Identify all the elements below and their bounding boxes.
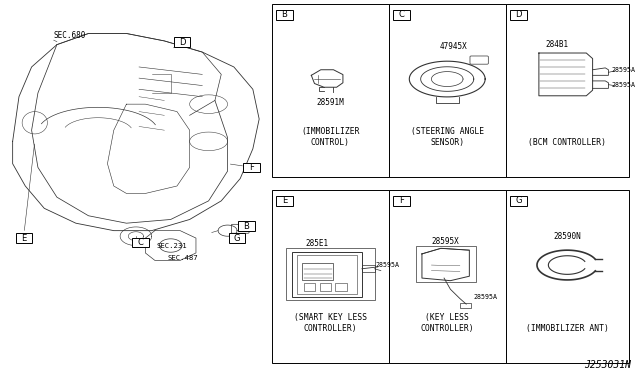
Bar xyxy=(272,4,388,177)
Text: D: D xyxy=(179,38,186,46)
Bar xyxy=(510,196,527,206)
Text: 28595A: 28595A xyxy=(376,262,400,268)
Bar xyxy=(388,4,506,177)
Bar xyxy=(286,248,374,301)
Text: J253031N: J253031N xyxy=(584,360,631,370)
Bar xyxy=(393,196,410,206)
Bar xyxy=(388,190,506,363)
Text: 28595A: 28595A xyxy=(612,67,636,73)
Text: (SMART KEY LESS
CONTROLLER): (SMART KEY LESS CONTROLLER) xyxy=(294,313,367,333)
Text: (BCM CONTROLLER): (BCM CONTROLLER) xyxy=(529,138,606,147)
Text: E: E xyxy=(21,234,27,243)
Text: C: C xyxy=(399,10,404,19)
Bar xyxy=(16,233,32,243)
Bar xyxy=(243,163,260,172)
Text: 28595A: 28595A xyxy=(474,294,498,300)
Text: C: C xyxy=(138,238,143,247)
Text: B: B xyxy=(244,222,250,231)
Text: 28595A: 28595A xyxy=(612,81,636,88)
Text: (KEY LESS
CONTROLLER): (KEY LESS CONTROLLER) xyxy=(420,313,474,333)
Text: SEC.231: SEC.231 xyxy=(157,243,188,248)
Bar xyxy=(362,265,374,272)
Text: (IMMOBILIZER ANT): (IMMOBILIZER ANT) xyxy=(526,324,609,333)
Text: F: F xyxy=(399,196,404,205)
Bar xyxy=(292,252,362,297)
Bar xyxy=(132,238,148,247)
Text: B: B xyxy=(282,10,287,19)
Text: D: D xyxy=(515,10,522,19)
Bar xyxy=(335,283,347,291)
Bar xyxy=(174,37,190,47)
Text: G: G xyxy=(234,234,240,243)
Bar xyxy=(460,303,471,308)
Bar xyxy=(506,4,629,177)
Bar xyxy=(319,283,331,291)
Text: 47945X: 47945X xyxy=(440,42,467,51)
Text: G: G xyxy=(515,196,522,205)
Bar xyxy=(276,196,292,206)
Bar xyxy=(276,10,292,20)
Text: SEC.487: SEC.487 xyxy=(168,255,198,261)
Bar xyxy=(304,283,315,291)
Bar xyxy=(506,190,629,363)
Bar xyxy=(510,10,527,20)
Bar xyxy=(298,255,357,294)
Text: F: F xyxy=(249,163,254,172)
Bar xyxy=(229,233,245,243)
Bar xyxy=(393,10,410,20)
Text: (IMMOBILIZER
CONTROL): (IMMOBILIZER CONTROL) xyxy=(301,127,360,147)
Text: SEC.680: SEC.680 xyxy=(54,31,86,40)
Text: 28595X: 28595X xyxy=(431,237,459,246)
Text: 284B1: 284B1 xyxy=(545,40,568,49)
Text: E: E xyxy=(282,196,287,205)
Bar xyxy=(415,247,476,282)
Text: 285E1: 285E1 xyxy=(305,239,328,248)
Text: (STEERING ANGLE
SENSOR): (STEERING ANGLE SENSOR) xyxy=(411,127,484,147)
Bar xyxy=(302,263,333,280)
Text: 28590N: 28590N xyxy=(554,232,581,241)
Text: 28591M: 28591M xyxy=(316,98,344,107)
Bar xyxy=(272,190,388,363)
Bar xyxy=(238,221,255,231)
